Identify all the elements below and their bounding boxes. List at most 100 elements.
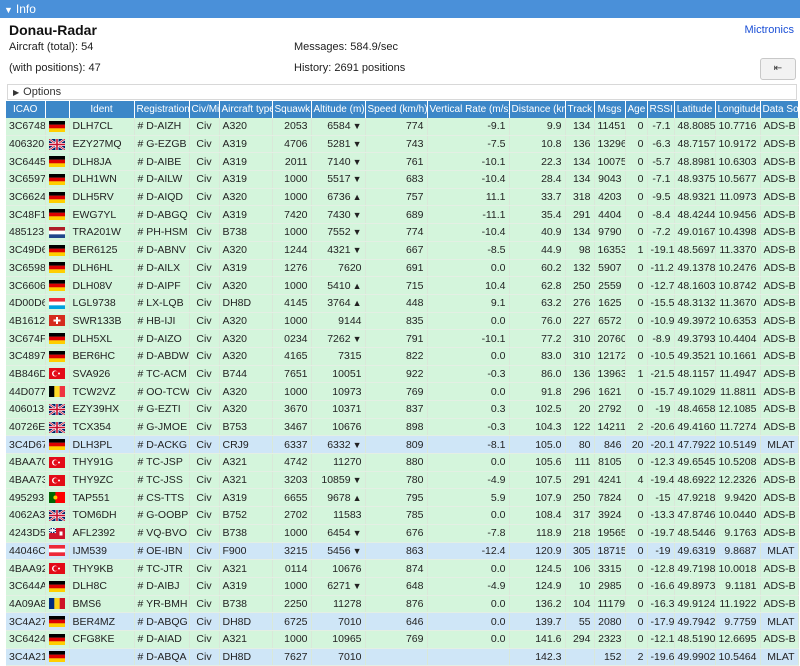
cell-lat: 48.4244 bbox=[674, 205, 716, 225]
altitude-value: 5456 bbox=[327, 544, 351, 557]
cell-speed: 837 bbox=[365, 400, 428, 419]
table-row[interactable]: 3C4D67 DLH3PL # D-ACKG Civ CRJ9 6337 6332 ▼ 809-… bbox=[6, 435, 799, 455]
cell-lat: 49.6545 bbox=[674, 453, 716, 472]
table-row[interactable]: 3C674F DLH5XL # D-AIZO Civ A320 0234 7262 ▼ 791-… bbox=[6, 329, 799, 348]
cell-civmil: Civ bbox=[189, 559, 220, 578]
collapse-sidebar-button[interactable]: ⇤ bbox=[760, 58, 796, 80]
table-row[interactable]: 3C49D6 BER6125 # D-ABNV Civ A320 1244 4321 ▼ 667… bbox=[6, 241, 799, 260]
table-row[interactable]: 4BAA73 THY9ZC # TC-JSS Civ A321 3203 10859 ▼ 780… bbox=[6, 471, 799, 490]
cell-lon: 10.9456 bbox=[715, 205, 761, 225]
cell-msgs: 13296 bbox=[594, 135, 626, 154]
table-row[interactable]: 4243D5 AFL2392 # VQ-BVO Civ B738 1000 6454 ▼ 676… bbox=[6, 524, 799, 543]
table-row[interactable]: 4BAA70 THY91G # TC-JSP Civ A321 4742 11270 880 0… bbox=[6, 453, 799, 472]
cell-vrate: -7.5 bbox=[427, 135, 510, 154]
cell-civmil: Civ bbox=[189, 152, 220, 172]
cell-msgs: 3924 bbox=[594, 506, 626, 525]
info-panel-header[interactable]: ▼ Info bbox=[0, 0, 800, 18]
cell-civmil: Civ bbox=[189, 488, 220, 508]
table-row[interactable]: 3C4A27 BER4MZ # D-ABQG Civ DH8D 6725 7010 646 0.… bbox=[6, 612, 799, 631]
cell-lon: 10.0440 bbox=[715, 506, 761, 525]
table-row[interactable]: 40726E TCX354 # G-JMOE Civ B753 3467 10676 898-… bbox=[6, 418, 799, 437]
column-header-icao[interactable]: ICAO bbox=[6, 101, 46, 118]
column-header-latitude[interactable]: Latitude bbox=[674, 101, 716, 118]
cell-reg: # D-ABQG bbox=[134, 612, 190, 631]
column-header-ident[interactable]: Ident bbox=[69, 101, 135, 118]
table-row[interactable]: 4B846D SVA926 # TC-ACM Civ B744 7651 10051 922-… bbox=[6, 365, 799, 384]
cell-lon: 10.5464 bbox=[715, 648, 761, 666]
table-row[interactable]: 3C6606 DLH08V # D-AIPF Civ A320 1000 5410 ▲ 715 1… bbox=[6, 276, 799, 295]
table-row[interactable]: 3C48F1 EWG7YL # D-ABGQ Civ A319 7420 7430 ▼ 689-… bbox=[6, 205, 799, 225]
column-header-aircraft-type[interactable]: Aircraft type bbox=[219, 101, 273, 118]
cell-squawk: 7651 bbox=[272, 365, 312, 384]
table-row[interactable]: 3C6424 CFG8KE # D-AIAD Civ A321 1000 10965 769 0… bbox=[6, 630, 799, 649]
table-row[interactable]: 406013 EZY39HX # G-EZTI Civ A320 3670 10371 837… bbox=[6, 400, 799, 419]
cell-type: DH8D bbox=[219, 294, 273, 313]
cell-vrate: -10.4 bbox=[427, 223, 510, 242]
column-header-vertical-rate[interactable]: Vertical Rate (m/s) bbox=[427, 101, 510, 118]
table-row[interactable]: 3C6748 DLH7CL # D-AIZH Civ A320 2053 6584 ▼ 774-… bbox=[6, 118, 799, 136]
altitude-value: 9144 bbox=[338, 314, 362, 327]
table-row[interactable]: 44046C IJM539 # OE-IBN Civ F900 3215 5456 ▼ 863-… bbox=[6, 542, 799, 561]
climbing-arrow-icon: ▲ bbox=[352, 298, 362, 309]
column-header-squawk[interactable]: Squawk bbox=[272, 101, 312, 118]
column-header-altitude[interactable]: Altitude (m) bbox=[311, 101, 366, 118]
cell-altitude: 6584 ▼ bbox=[311, 118, 366, 136]
cell-civmil: Civ bbox=[189, 382, 220, 401]
table-row[interactable]: 3C4A21 # D-ABQA Civ DH8D 7627 7010 142.3 152 2 -1… bbox=[6, 648, 799, 666]
mictronics-link[interactable]: Mictronics bbox=[744, 24, 794, 36]
cell-speed: 648 bbox=[365, 577, 428, 596]
column-header-rssi[interactable]: RSSI bbox=[647, 101, 675, 118]
cell-speed: 876 bbox=[365, 595, 428, 614]
altitude-value: 10676 bbox=[332, 421, 362, 434]
cell-type: A320 bbox=[219, 382, 273, 401]
table-row[interactable]: 3C6598 DLH6HL # D-AILX Civ A319 1276 7620 691 0.… bbox=[6, 259, 799, 278]
cell-civmil: Civ bbox=[189, 259, 220, 278]
column-header-data-source[interactable]: Data Source bbox=[760, 101, 799, 118]
table-row[interactable]: 3C6624 DLH5RV # D-AIQD Civ A320 1000 6736 ▲ 757 1… bbox=[6, 188, 799, 207]
options-toggle[interactable]: ▶ Options bbox=[7, 84, 797, 100]
table-row[interactable]: 44D077 TCW2VZ # OO-TCW Civ A320 1000 10973 769 0… bbox=[6, 382, 799, 401]
altitude-value: 7620 bbox=[338, 261, 362, 274]
cell-rssi: -12.3 bbox=[647, 453, 675, 472]
cell-reg: # D-AIBJ bbox=[134, 577, 190, 596]
table-row[interactable]: 495293 TAP551 # CS-TTS Civ A319 6655 9678 ▲ 795 5… bbox=[6, 488, 799, 508]
cell-msgs: 4241 bbox=[594, 471, 626, 490]
cell-dist: 63.2 bbox=[509, 294, 566, 313]
cell-src: ADS-B bbox=[760, 595, 799, 614]
column-header-speed[interactable]: Speed (km/h) bbox=[365, 101, 428, 118]
column-header-distance[interactable]: Distance (km) bbox=[509, 101, 566, 118]
table-row[interactable]: 3C644A DLH8C # D-AIBJ Civ A319 1000 6271 ▼ 648 -4… bbox=[6, 577, 799, 596]
flag-icon bbox=[45, 453, 70, 472]
table-row[interactable]: 3C4897 BER6HC # D-ABDW Civ A320 4165 7315 822 0.… bbox=[6, 347, 799, 366]
cell-speed: 822 bbox=[365, 347, 428, 366]
cell-squawk: 1000 bbox=[272, 188, 312, 207]
table-row[interactable]: 4D00D6 LGL9738 # LX-LQB Civ DH8D 4145 3764 ▲ 448… bbox=[6, 294, 799, 313]
table-row[interactable]: 4B1612 SWR133B # HB-IJI Civ A320 1000 9144 835 0… bbox=[6, 312, 799, 331]
column-header-msgs[interactable]: Msgs bbox=[594, 101, 626, 118]
altitude-value: 6271 bbox=[327, 580, 351, 593]
cell-reg: # D-AILW bbox=[134, 170, 190, 189]
cell-icao: 4BAA70 bbox=[6, 453, 46, 472]
cell-icao: 495293 bbox=[6, 488, 46, 508]
cell-vrate: -12.4 bbox=[427, 542, 510, 561]
table-row[interactable]: 3C6597 DLH1WN # D-AILW Civ A319 1000 5517 ▼ 683-… bbox=[6, 170, 799, 189]
column-header-civ-mil[interactable]: Civ/Mil bbox=[189, 101, 220, 118]
column-header-age[interactable]: Age bbox=[625, 101, 648, 118]
cell-civmil: Civ bbox=[189, 453, 220, 472]
cell-dist: 10.8 bbox=[509, 135, 566, 154]
column-header-longitude[interactable]: Longitude bbox=[715, 101, 761, 118]
table-row[interactable]: 406320 EZY27MQ # G-EZGB Civ A319 4706 5281 ▼ 743… bbox=[6, 135, 799, 154]
cell-track: 310 bbox=[565, 347, 595, 366]
table-row[interactable]: 3C6445 DLH8JA # D-AIBE Civ A319 2011 7140 ▼ 761-… bbox=[6, 152, 799, 172]
table-row[interactable]: 4A09A8 BMS6 # YR-BMH Civ B738 2250 11278 876 0.0… bbox=[6, 595, 799, 614]
column-header-registration[interactable]: Registration bbox=[134, 101, 190, 118]
descending-arrow-icon: ▼ bbox=[352, 227, 362, 238]
cell-rssi: -16.6 bbox=[647, 577, 675, 596]
column-header-flag[interactable] bbox=[45, 101, 70, 118]
cell-lon: 10.9172 bbox=[715, 135, 761, 154]
cell-dist: 136.2 bbox=[509, 595, 566, 614]
table-row[interactable]: 4BAA92 THY9KB # TC-JTR Civ A321 0114 10676 874 0… bbox=[6, 559, 799, 578]
column-header-track[interactable]: Track bbox=[565, 101, 595, 118]
table-row[interactable]: 4062A3 TOM6DH # G-OOBP Civ B752 2702 11583 785 0… bbox=[6, 506, 799, 525]
table-row[interactable]: 485123 TRA201W # PH-HSM Civ B738 1000 7552 ▼ 774… bbox=[6, 223, 799, 242]
